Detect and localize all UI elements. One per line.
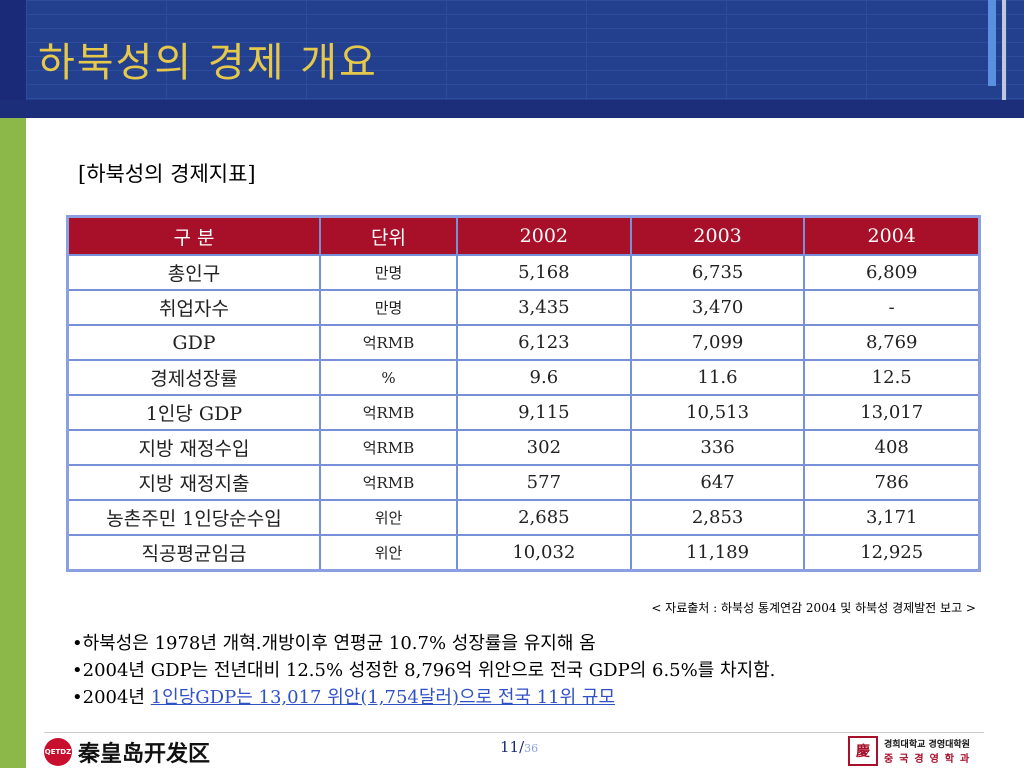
qetdz-logo-mark: QETDZ [44,738,72,766]
row-unit: 위안 [319,499,458,536]
table-header-row: 구 분 단위 2002 2003 2004 [66,215,981,256]
row-category: 농촌주민 1인당순수입 [66,499,321,536]
table-row: 취업자수 만명 3,435 3,470 - [66,289,981,326]
row-unit: 만명 [319,254,458,291]
university-logo: 慶 경희대학교 경영대학원 중국경영학과 [848,736,975,766]
row-value-2002: 577 [456,464,632,501]
table-row: 농촌주민 1인당순수입 위안 2,685 2,853 3,171 [66,499,981,536]
row-category: 직공평균임금 [66,534,321,572]
header-2002: 2002 [456,215,632,256]
header-unit: 단위 [319,215,458,256]
row-unit: 억RMB [319,464,458,501]
row-value-2003: 7,099 [629,324,806,361]
page-total: 36 [524,742,539,755]
row-value-2003: 11.6 [629,359,806,396]
header-right-accent-thin [1002,0,1006,100]
row-value-2002: 2,685 [456,499,632,536]
row-category: 취업자수 [66,289,321,326]
table-caption: [하북성의 경제지표] [78,162,256,186]
row-category: 총인구 [66,254,321,291]
bullet-prefix: •2004년 [72,687,151,708]
header-2004: 2004 [803,215,981,256]
qetdz-logo-text: 秦皇岛开发区 [78,742,211,767]
row-value-2003: 11,189 [629,534,806,572]
row-value-2004: 786 [803,464,981,501]
table-row: 1인당 GDP 억RMB 9,115 10,513 13,017 [66,394,981,431]
left-green-bar [0,118,26,768]
row-category: 지방 재정수입 [66,429,321,466]
row-value-2004: 6,809 [803,254,981,291]
bullet-list: •하북성은 1978년 개혁.개방이후 연평균 10.7% 성장률을 유지해 옴… [72,630,775,711]
row-value-2002: 302 [456,429,632,466]
data-source-note: < 자료출처 : 하북성 통계연감 2004 및 하북성 경제발전 보고 > [651,601,976,615]
gdp-per-capita-link[interactable]: 1인당GDP는 13,017 위안(1,754달러)으로 전국 11위 규모 [150,687,616,708]
row-value-2004: 12.5 [803,359,981,396]
header-right-accent [988,0,996,86]
bullet-item: •2004년 GDP는 전년대비 12.5% 성정한 8,796억 위안으로 전… [72,660,776,681]
row-category: 지방 재정지출 [66,464,321,501]
university-name: 경희대학교 경영대학원 [884,740,970,750]
row-unit: 위안 [319,534,458,572]
page-number: 11/36 [500,738,538,756]
row-value-2002: 10,032 [456,534,632,572]
table-row: 경제성장률 % 9.6 11.6 12.5 [66,359,981,396]
row-value-2003: 10,513 [629,394,806,431]
table-row: 총인구 만명 5,168 6,735 6,809 [66,254,981,291]
row-value-2002: 3,435 [456,289,632,326]
row-value-2002: 5,168 [456,254,632,291]
row-value-2002: 6,123 [456,324,632,361]
bullet-item: •2004년 1인당GDP는 13,017 위안(1,754달러)으로 전국 1… [72,684,775,711]
header-left-band [0,0,26,118]
row-value-2003: 647 [629,464,806,501]
row-value-2004: 8,769 [803,324,981,361]
economic-indicators-table: 구 분 단위 2002 2003 2004 총인구 만명 5,168 6,735… [66,215,981,572]
bullet-item: •하북성은 1978년 개혁.개방이후 연평균 10.7% 성장률을 유지해 옴 [72,633,596,654]
row-value-2003: 6,735 [629,254,806,291]
university-seal-icon: 慶 [848,736,878,766]
table-row: 지방 재정수입 억RMB 302 336 408 [66,429,981,466]
footer-divider [44,732,984,733]
row-value-2004: 12,925 [803,534,981,572]
row-value-2002: 9,115 [456,394,632,431]
row-unit: % [319,359,458,396]
row-value-2004: 13,017 [803,394,981,431]
qetdz-logo: QETDZ 秦皇岛开发区 [44,736,210,768]
page-current: 11/ [500,738,525,756]
row-category: 경제성장률 [66,359,321,396]
row-value-2004: - [803,289,981,326]
row-unit: 억RMB [319,394,458,431]
row-category: 1인당 GDP [66,394,321,431]
row-unit: 만명 [319,289,458,326]
row-value-2004: 3,171 [803,499,981,536]
row-value-2002: 9.6 [456,359,632,396]
department-name: 중국경영학과 [884,754,976,765]
table-row: 지방 재정지출 억RMB 577 647 786 [66,464,981,501]
row-value-2003: 3,470 [629,289,806,326]
table-row: GDP 억RMB 6,123 7,099 8,769 [66,324,981,361]
row-unit: 억RMB [319,324,458,361]
header-category: 구 분 [66,215,321,256]
row-unit: 억RMB [319,429,458,466]
header-bottom-band [0,100,1024,118]
header-2003: 2003 [629,215,806,256]
row-value-2003: 2,853 [629,499,806,536]
slide-title: 하북성의 경제 개요 [38,40,378,86]
table-row: 직공평균임금 위안 10,032 11,189 12,925 [66,534,981,572]
row-value-2003: 336 [629,429,806,466]
row-value-2004: 408 [803,429,981,466]
header-grid-pattern [26,0,1024,100]
row-category: GDP [66,324,321,361]
